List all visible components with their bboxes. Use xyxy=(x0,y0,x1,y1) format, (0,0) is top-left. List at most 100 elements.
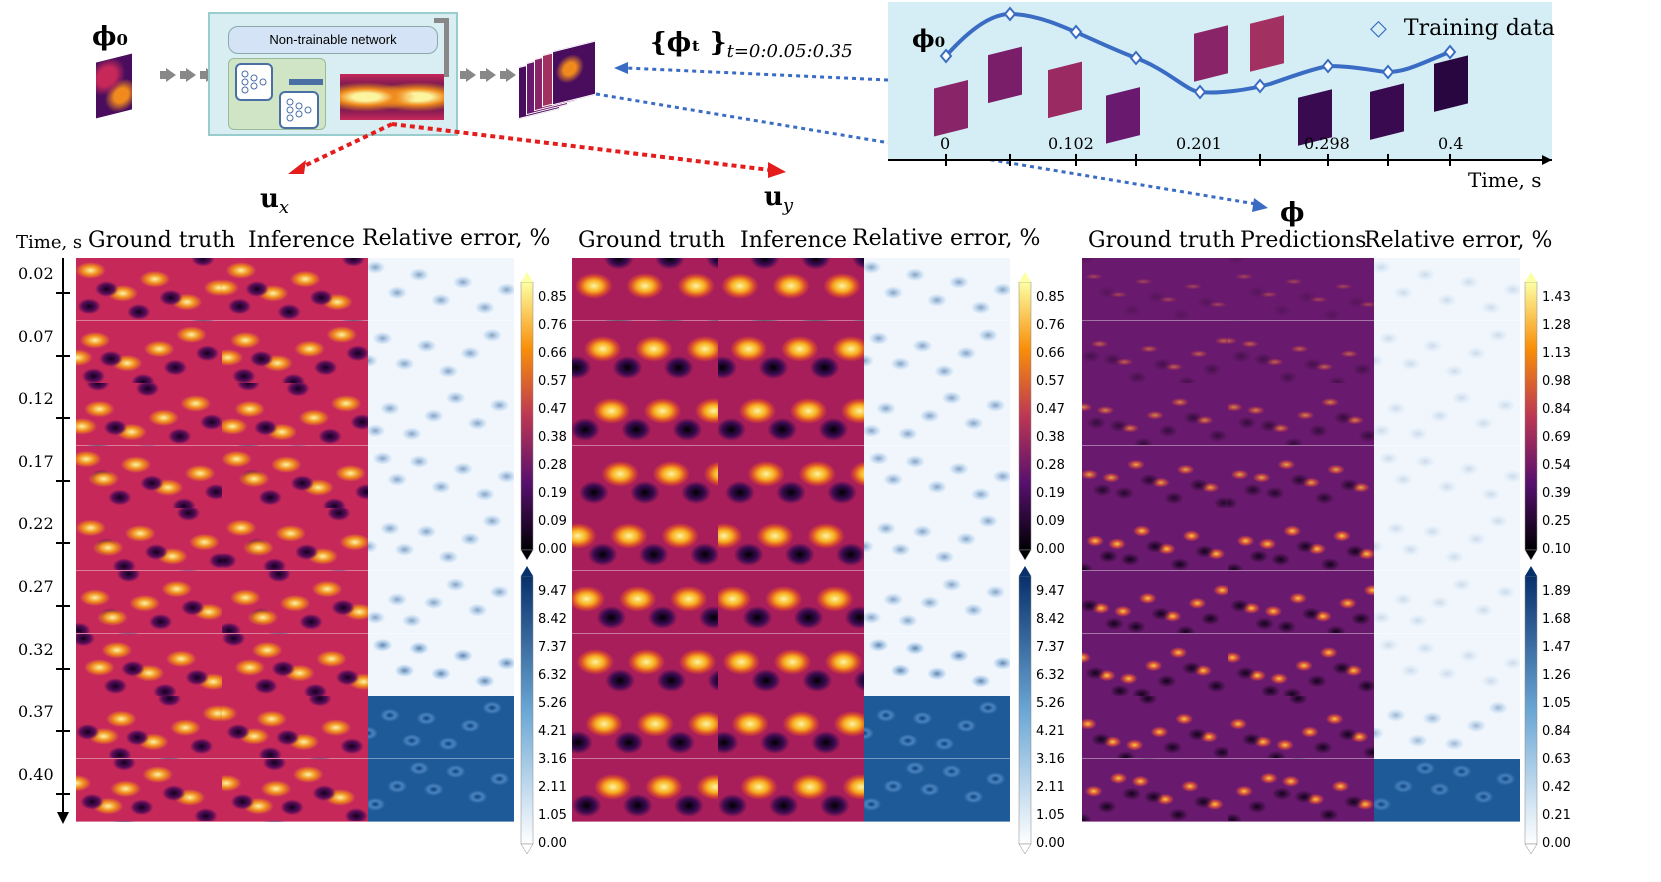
non-trainable-label: Non-trainable network xyxy=(228,26,438,54)
training-tick: 0.201 xyxy=(1176,134,1222,153)
ux-inference-panel xyxy=(222,758,368,822)
colorbar-tick-label: 0.38 xyxy=(1036,430,1065,445)
uy-ground-truth-panel xyxy=(572,445,718,509)
phi-inference-panel xyxy=(1228,633,1374,697)
ux-ground-truth-panel xyxy=(76,258,222,321)
phi-ground-truth-panel xyxy=(1082,258,1228,321)
phi-ground-truth-panel xyxy=(1082,633,1228,697)
training-legend: ◇ Training data xyxy=(1370,16,1555,41)
phi-ground-truth-panel xyxy=(1082,696,1228,760)
colorbar-tick-label: 0.00 xyxy=(1036,542,1065,557)
time-tick-mark xyxy=(56,667,70,670)
ux-inference-panel xyxy=(222,571,368,634)
phi-ground-truth-panel xyxy=(1082,383,1228,447)
colorbar-tick-label: 1.89 xyxy=(1542,584,1571,599)
colorbar-tick-label: 0.00 xyxy=(538,836,567,851)
ux-ground-truth-panel xyxy=(76,696,222,760)
ux-error-panel xyxy=(368,571,514,634)
phi-header-gt: Ground truth xyxy=(1088,228,1236,253)
uy-ground-truth-panel xyxy=(572,383,718,447)
time-tick-label: 0.22 xyxy=(18,514,54,534)
colorbar-tick-label: 0.09 xyxy=(1036,514,1065,529)
colorbar-tick-label: 6.32 xyxy=(1036,668,1065,683)
colorbar-tick-label: 0.57 xyxy=(538,374,567,389)
colorbar-tick-label: 0.00 xyxy=(538,542,567,557)
uy-inference-panel xyxy=(718,383,864,447)
colorbar-tick-label: 0.39 xyxy=(1542,486,1571,501)
time-tick-label: 0.37 xyxy=(18,702,54,722)
phi-field-colorbar xyxy=(1524,272,1538,560)
ux-header-inf: Inference xyxy=(248,228,356,253)
time-tick-label: 0.32 xyxy=(18,639,54,659)
phi-ground-truth-panel xyxy=(1082,571,1228,634)
phi-error-panel xyxy=(1374,571,1520,634)
uy-error-panel xyxy=(864,758,1010,822)
phi-error-panel xyxy=(1374,508,1520,572)
ux-error-panel xyxy=(368,320,514,384)
uy-error-panel xyxy=(864,383,1010,447)
phi-error-panel xyxy=(1374,445,1520,509)
colorbar-tick-label: 8.42 xyxy=(538,612,567,627)
time-tick-mark xyxy=(56,542,70,545)
ux-ground-truth-panel xyxy=(76,383,222,447)
colorbar-tick-label: 0.66 xyxy=(1036,346,1065,361)
ux-header-gt: Ground truth xyxy=(88,228,236,253)
ux-field-colorbar xyxy=(520,272,534,560)
colorbar-tick-label: 0.38 xyxy=(538,430,567,445)
uy-field-colorbar xyxy=(1018,272,1032,560)
phi-error-panel xyxy=(1374,696,1520,760)
phi-ground-truth-panel xyxy=(1082,445,1228,509)
colorbar-tick-label: 0.47 xyxy=(1036,402,1065,417)
phi-ground-truth-panel xyxy=(1082,320,1228,384)
ux-error-panel xyxy=(368,383,514,447)
ux-error-panel xyxy=(368,258,514,321)
arrow-to-ux xyxy=(299,122,393,170)
time-tick-label: 0.02 xyxy=(18,264,54,283)
uy-inference-panel xyxy=(718,758,864,822)
colorbar-tick-label: 8.42 xyxy=(1036,612,1065,627)
ux-inference-panel xyxy=(222,258,368,321)
colorbar-tick-label: 0.85 xyxy=(1036,290,1065,305)
ux-inference-panel xyxy=(222,633,368,697)
connector-arrows xyxy=(288,62,1268,212)
ux-inference-panel xyxy=(222,508,368,572)
colorbar-tick-label: 0.54 xyxy=(1542,458,1571,473)
colorbar-tick-label: 1.43 xyxy=(1542,290,1571,305)
ux-inference-panel xyxy=(222,383,368,447)
time-axis-title: Time, s xyxy=(16,232,83,253)
phi-inference-panel xyxy=(1228,758,1374,822)
ux-error-panel xyxy=(368,758,514,822)
phi-error-panel xyxy=(1374,633,1520,697)
uy-header-inf: Inference xyxy=(740,228,848,253)
time-tick-mark xyxy=(56,792,70,795)
time-tick-mark xyxy=(56,479,70,482)
colorbar-tick-label: 3.16 xyxy=(1036,752,1065,767)
arrow-to-uy xyxy=(391,122,771,172)
time-tick-mark xyxy=(56,354,70,357)
colorbar-tick-label: 0.42 xyxy=(1542,780,1571,795)
uy-ground-truth-panel xyxy=(572,508,718,572)
time-tick-label: 0.27 xyxy=(18,577,54,596)
neural-net-icon xyxy=(235,63,273,101)
training-tick: 0.4 xyxy=(1438,134,1464,153)
arrow-training-to-output xyxy=(625,66,889,82)
colorbar-tick-label: 0.25 xyxy=(1542,514,1571,529)
colorbar-tick-label: 0.63 xyxy=(1542,752,1571,767)
phi-inference-panel xyxy=(1228,320,1374,384)
colorbar-tick-label: 7.37 xyxy=(538,640,567,655)
phi-ground-truth-panel xyxy=(1082,758,1228,822)
phi-inference-panel xyxy=(1228,258,1374,321)
colorbar-tick-label: 3.16 xyxy=(538,752,567,767)
neural-net-icon-2 xyxy=(279,91,319,129)
uy-header-gt: Ground truth xyxy=(578,228,726,253)
colorbar-tick-label: 0.09 xyxy=(538,514,567,529)
ux-inference-panel xyxy=(222,445,368,509)
phi-inference-panel xyxy=(1228,696,1374,760)
time-tick-mark xyxy=(56,292,70,294)
colorbar-tick-label: 0.84 xyxy=(1542,402,1571,417)
phi-ground-truth-panel xyxy=(1082,508,1228,572)
time-axis-line xyxy=(62,258,64,822)
colorbar-tick-label: 1.26 xyxy=(1542,668,1571,683)
colorbar-tick-label: 1.05 xyxy=(538,808,567,823)
uy-label: uy xyxy=(764,182,794,217)
